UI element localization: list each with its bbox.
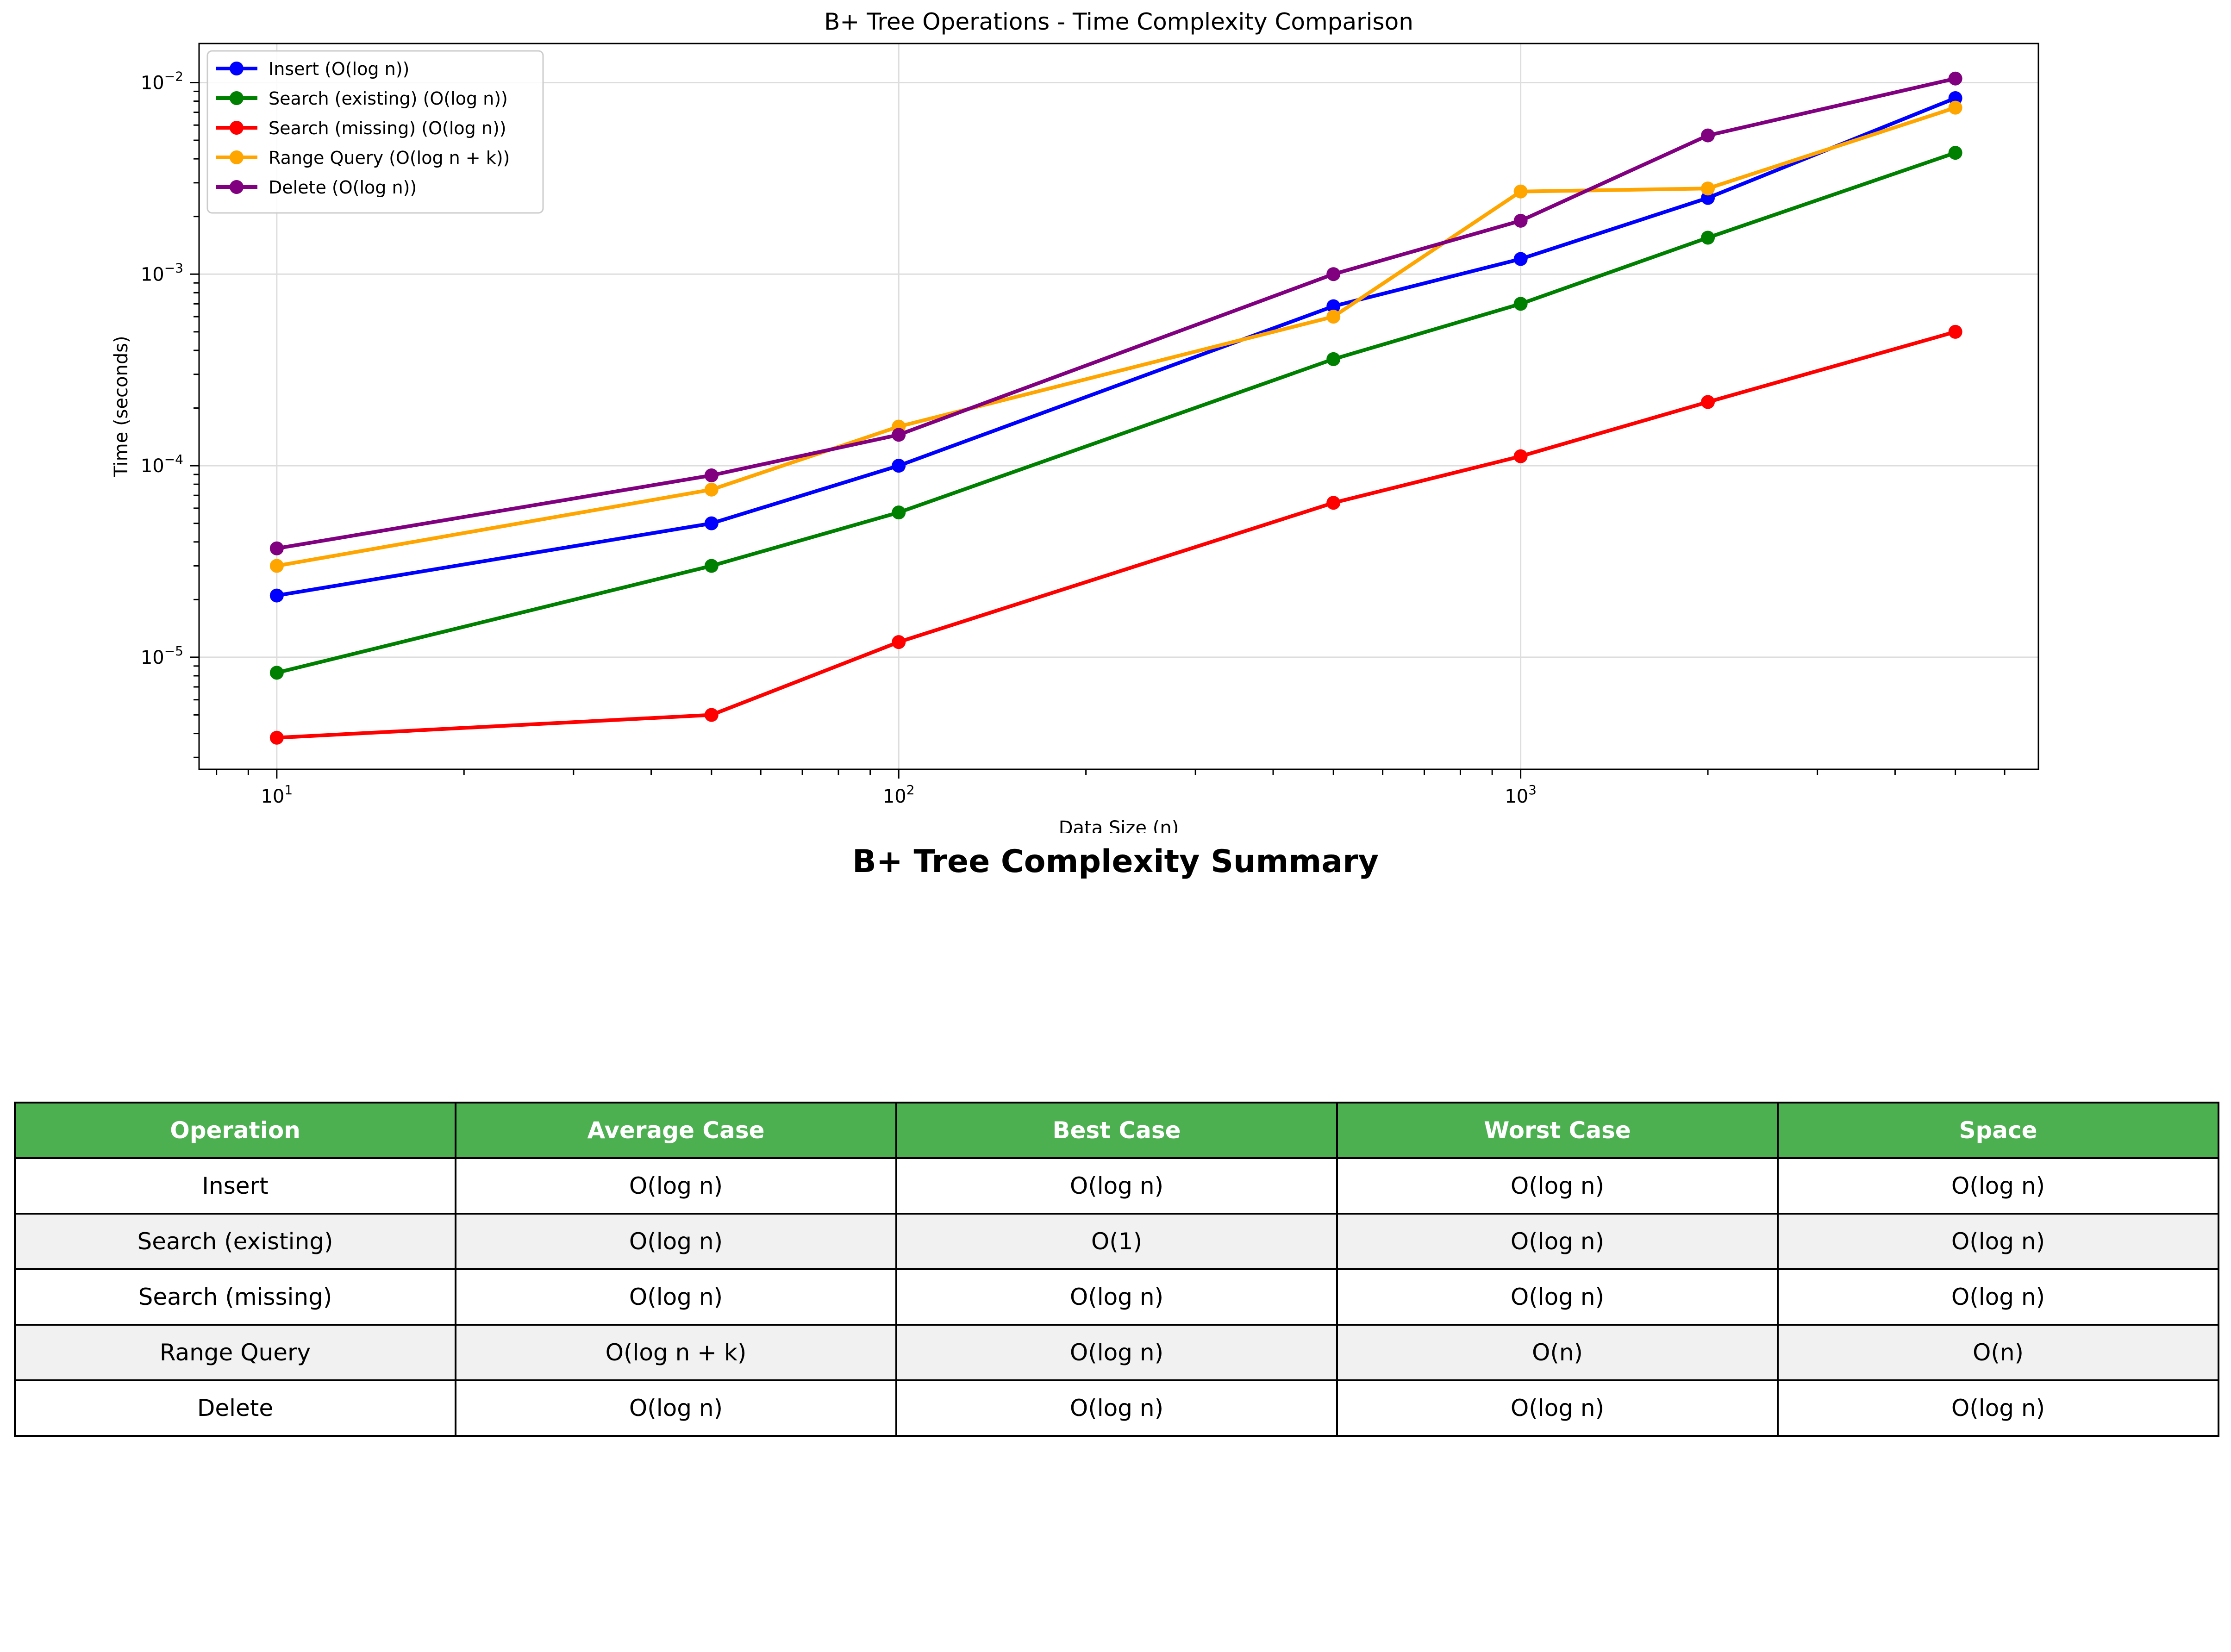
data-point <box>1948 146 1962 160</box>
table-header-row: Operation Average Case Best Case Worst C… <box>14 1102 2219 1159</box>
table-cell: O(log n) <box>895 1268 1338 1326</box>
plot-frame <box>198 43 2039 770</box>
data-point <box>1701 181 1715 196</box>
table-row: Range Query O(log n + k) O(log n) O(n) O… <box>14 1324 2219 1381</box>
legend-marker <box>230 91 244 105</box>
table-cell: O(log n) <box>1777 1379 2219 1437</box>
table-cell: O(log n) <box>455 1379 897 1437</box>
data-point <box>1701 128 1715 143</box>
legend-label: Search (missing) (O(log n)) <box>269 118 506 138</box>
table-row: Delete O(log n) O(log n) O(log n) O(log … <box>14 1379 2219 1437</box>
table-cell: O(log n) <box>1336 1268 1779 1326</box>
table-cell: O(n) <box>1336 1324 1779 1381</box>
header-operation: Operation <box>14 1102 456 1159</box>
x-axis-label: Data Size (n) <box>1059 817 1179 833</box>
data-point <box>1513 252 1528 266</box>
table-cell: Range Query <box>14 1324 456 1381</box>
table-cell: O(log n) <box>895 1379 1338 1437</box>
table-cell: O(log n) <box>1777 1268 2219 1326</box>
data-point <box>1701 395 1715 409</box>
legend-label: Insert (O(log n)) <box>269 59 409 79</box>
legend-label: Delete (O(log n)) <box>269 177 417 198</box>
table-row: Search (existing) O(log n) O(1) O(log n)… <box>14 1213 2219 1270</box>
table-cell: Delete <box>14 1379 456 1437</box>
legend-label: Search (existing) (O(log n)) <box>269 88 508 109</box>
data-point <box>892 459 906 473</box>
table-cell: O(1) <box>895 1213 1338 1270</box>
table-cell: O(log n) <box>455 1213 897 1270</box>
header-best-case: Best Case <box>895 1102 1338 1159</box>
y-tick-label: 10−4 <box>141 452 183 477</box>
data-point <box>269 559 284 573</box>
y-axis-label: Time (seconds) <box>111 336 132 477</box>
x-tick-label: 103 <box>1505 782 1537 807</box>
table-cell: O(log n) <box>895 1324 1338 1381</box>
data-point <box>704 468 719 483</box>
data-point <box>1513 297 1528 311</box>
table-cell: O(log n) <box>455 1268 897 1326</box>
data-point <box>1326 352 1341 366</box>
data-point <box>704 708 719 722</box>
x-tick-label: 101 <box>261 782 293 807</box>
y-tick-label: 10−2 <box>141 69 183 94</box>
data-point <box>1326 310 1341 324</box>
legend-marker <box>230 121 244 135</box>
data-point <box>1513 213 1528 228</box>
table-cell: O(log n) <box>1777 1213 2219 1270</box>
data-point <box>1701 231 1715 245</box>
table-cell: O(log n) <box>1336 1157 1779 1215</box>
data-point <box>704 482 719 497</box>
data-point <box>1948 91 1962 105</box>
data-point <box>704 559 719 573</box>
legend-label: Range Query (O(log n + k)) <box>269 148 510 168</box>
line-chart: 101 102 103 10−5 10−4 10−3 10−2 B+ Tree Operati… <box>111 8 2039 833</box>
data-point <box>704 516 719 530</box>
data-point <box>269 541 284 555</box>
table-cell: Insert <box>14 1157 456 1215</box>
series-line <box>276 330 1956 740</box>
data-point <box>1513 449 1528 463</box>
data-point <box>1326 267 1341 281</box>
table-cell: Search (existing) <box>14 1213 456 1270</box>
data-point <box>892 505 906 520</box>
data-point <box>1326 496 1341 510</box>
table-row: Insert O(log n) O(log n) O(log n) O(log … <box>14 1157 2219 1215</box>
table-cell: O(log n) <box>1336 1213 1779 1270</box>
y-tick-label: 10−5 <box>141 643 183 668</box>
legend-box <box>206 50 544 214</box>
header-space: Space <box>1777 1102 2219 1159</box>
data-point <box>269 666 284 680</box>
table-cell: O(log n + k) <box>455 1324 897 1381</box>
data-point <box>1948 71 1962 86</box>
data-point <box>1948 100 1962 115</box>
data-point <box>892 428 906 442</box>
data-point <box>892 635 906 649</box>
legend-marker <box>230 150 244 164</box>
y-tick-label: 10−3 <box>141 260 183 285</box>
series-line <box>276 151 1956 675</box>
data-point <box>269 588 284 603</box>
data-point <box>1513 184 1528 199</box>
data-point <box>269 730 284 745</box>
data-point <box>1948 324 1962 339</box>
table-row: Search (missing) O(log n) O(log n) O(log… <box>14 1268 2219 1326</box>
table-cell: Search (missing) <box>14 1268 456 1326</box>
table-cell: O(n) <box>1777 1324 2219 1381</box>
complexity-table: Operation Average Case Best Case Worst C… <box>14 1102 2219 1437</box>
chart-title: B+ Tree Operations - Time Complexity Com… <box>824 8 1413 35</box>
header-average-case: Average Case <box>455 1102 897 1159</box>
table-cell: O(log n) <box>455 1157 897 1215</box>
header-worst-case: Worst Case <box>1336 1102 1779 1159</box>
table-cell: O(log n) <box>1777 1157 2219 1215</box>
table-cell: O(log n) <box>1336 1379 1779 1437</box>
table-cell: O(log n) <box>895 1157 1338 1215</box>
summary-title: B+ Tree Complexity Summary <box>852 843 1379 880</box>
x-tick-label: 102 <box>883 782 915 807</box>
data-point <box>1326 299 1341 313</box>
legend-marker <box>230 62 244 75</box>
legend-marker <box>230 180 244 194</box>
